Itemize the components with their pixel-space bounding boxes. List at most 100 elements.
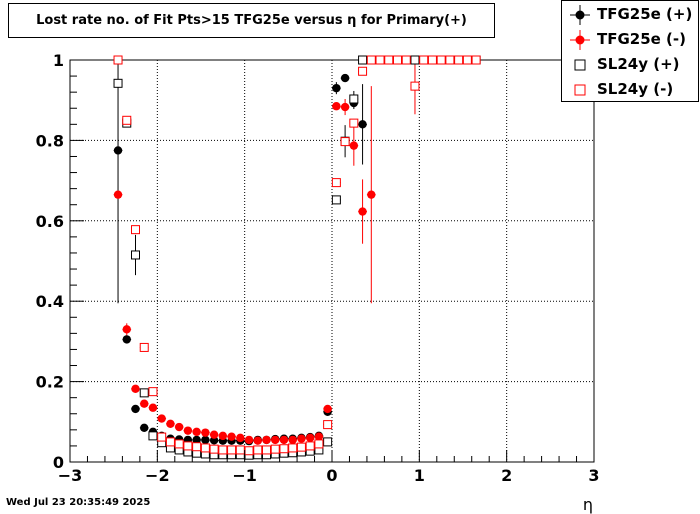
data-point: [297, 434, 306, 443]
data-point: [148, 387, 158, 397]
data-point: [157, 414, 166, 423]
data-point: [262, 445, 271, 455]
data-point: [227, 432, 236, 441]
data-point: [122, 335, 131, 344]
data-point: [332, 102, 341, 111]
legend-label: TFG25e (-): [597, 30, 686, 48]
data-point: [340, 102, 350, 112]
x-tick-label: 0: [326, 466, 337, 485]
data-point: [139, 388, 149, 398]
data-point: [131, 404, 140, 414]
data-point: [236, 433, 245, 443]
data-point: [131, 384, 140, 394]
filled-circle-marker-icon: [570, 30, 590, 50]
data-point: [244, 446, 254, 456]
data-point: [262, 435, 271, 445]
data-point: [331, 178, 341, 188]
legend-item-sl24y-minus: SL24y (-): [562, 77, 698, 102]
open-square-marker-icon: [574, 59, 586, 71]
legend-label: SL24y (-): [597, 80, 674, 98]
data-point: [410, 55, 420, 65]
data-point: [113, 55, 123, 65]
data-point: [288, 443, 298, 453]
data-point: [367, 190, 376, 199]
data-point: [253, 436, 262, 445]
data-point: [253, 445, 263, 455]
data-point: [349, 94, 359, 104]
data-point: [340, 137, 350, 147]
data-point: [358, 66, 368, 76]
data-point: [314, 439, 324, 449]
data-point: [192, 442, 202, 452]
y-tick-label: 0.2: [36, 373, 64, 392]
data-point: [209, 444, 219, 454]
data-point: [218, 431, 228, 441]
chart-title-box: Lost rate no. of Fit Pts>15 TFG25e versu…: [8, 3, 495, 38]
data-point: [384, 55, 394, 65]
data-point: [279, 444, 289, 454]
data-point: [139, 342, 149, 352]
legend: TFG25e (+) TFG25e (-) SL24y (+) SL24y (-…: [561, 0, 699, 102]
legend-item-tfg25e-plus: TFG25e (+): [562, 2, 698, 27]
data-point: [445, 55, 455, 65]
x-tick-label: 2: [501, 466, 512, 485]
data-point: [140, 399, 149, 408]
data-point: [471, 55, 481, 65]
data-point: [113, 190, 123, 199]
data-point: [375, 55, 385, 65]
legend-label: SL24y (+): [597, 55, 680, 73]
data-point: [201, 435, 210, 445]
data-point: [209, 430, 219, 439]
data-point: [358, 207, 367, 216]
data-point: [323, 437, 333, 447]
x-axis-label: η: [583, 495, 593, 514]
data-point: [305, 441, 315, 451]
data-point: [122, 115, 132, 125]
error-bars: [113, 59, 481, 456]
y-tick-label: 1: [53, 51, 64, 70]
legend-label: TFG25e (+): [597, 5, 693, 23]
data-point: [323, 420, 333, 430]
data-point: [314, 432, 324, 441]
data-point: [279, 435, 289, 445]
x-tick-label: 3: [588, 466, 599, 485]
data-point: [436, 55, 446, 65]
data-point: [454, 55, 464, 65]
grid-lines: [70, 60, 594, 462]
data-point: [140, 423, 149, 433]
data-point: [331, 195, 341, 205]
data-point: [427, 55, 437, 65]
data-point: [218, 445, 228, 455]
data-point: [192, 427, 201, 437]
data-point: [288, 435, 297, 445]
data-point: [148, 431, 158, 441]
data-point: [227, 445, 237, 455]
data-point: [366, 55, 376, 65]
data-point: [201, 428, 210, 437]
data-point: [410, 81, 420, 91]
data-point: [131, 250, 140, 260]
data-point: [462, 55, 472, 65]
data-point: [131, 225, 140, 235]
legend-item-tfg25e-minus: TFG25e (-): [562, 27, 698, 52]
data-point: [358, 120, 367, 129]
data-point: [122, 325, 131, 334]
data-point: [165, 437, 175, 447]
open-square-marker-icon: [574, 84, 586, 96]
data-point: [323, 404, 332, 414]
data-point: [349, 118, 359, 128]
data-point: [358, 55, 368, 65]
data-point: [235, 445, 245, 455]
data-point: [393, 55, 402, 65]
data-point: [332, 83, 341, 93]
y-tick-label: 0.4: [36, 292, 64, 311]
data-point: [192, 435, 201, 445]
data-point: [270, 444, 280, 454]
axis-ticks: −3 −2 −1 0 1 2 3 0 0.2 0.4 0.6 0.8 1: [36, 51, 600, 485]
data-point: [244, 435, 254, 445]
y-tick-label: 0.8: [36, 131, 64, 150]
data-markers: [113, 55, 481, 460]
y-tick-label: 0: [53, 453, 64, 472]
x-tick-label: 1: [414, 466, 425, 485]
